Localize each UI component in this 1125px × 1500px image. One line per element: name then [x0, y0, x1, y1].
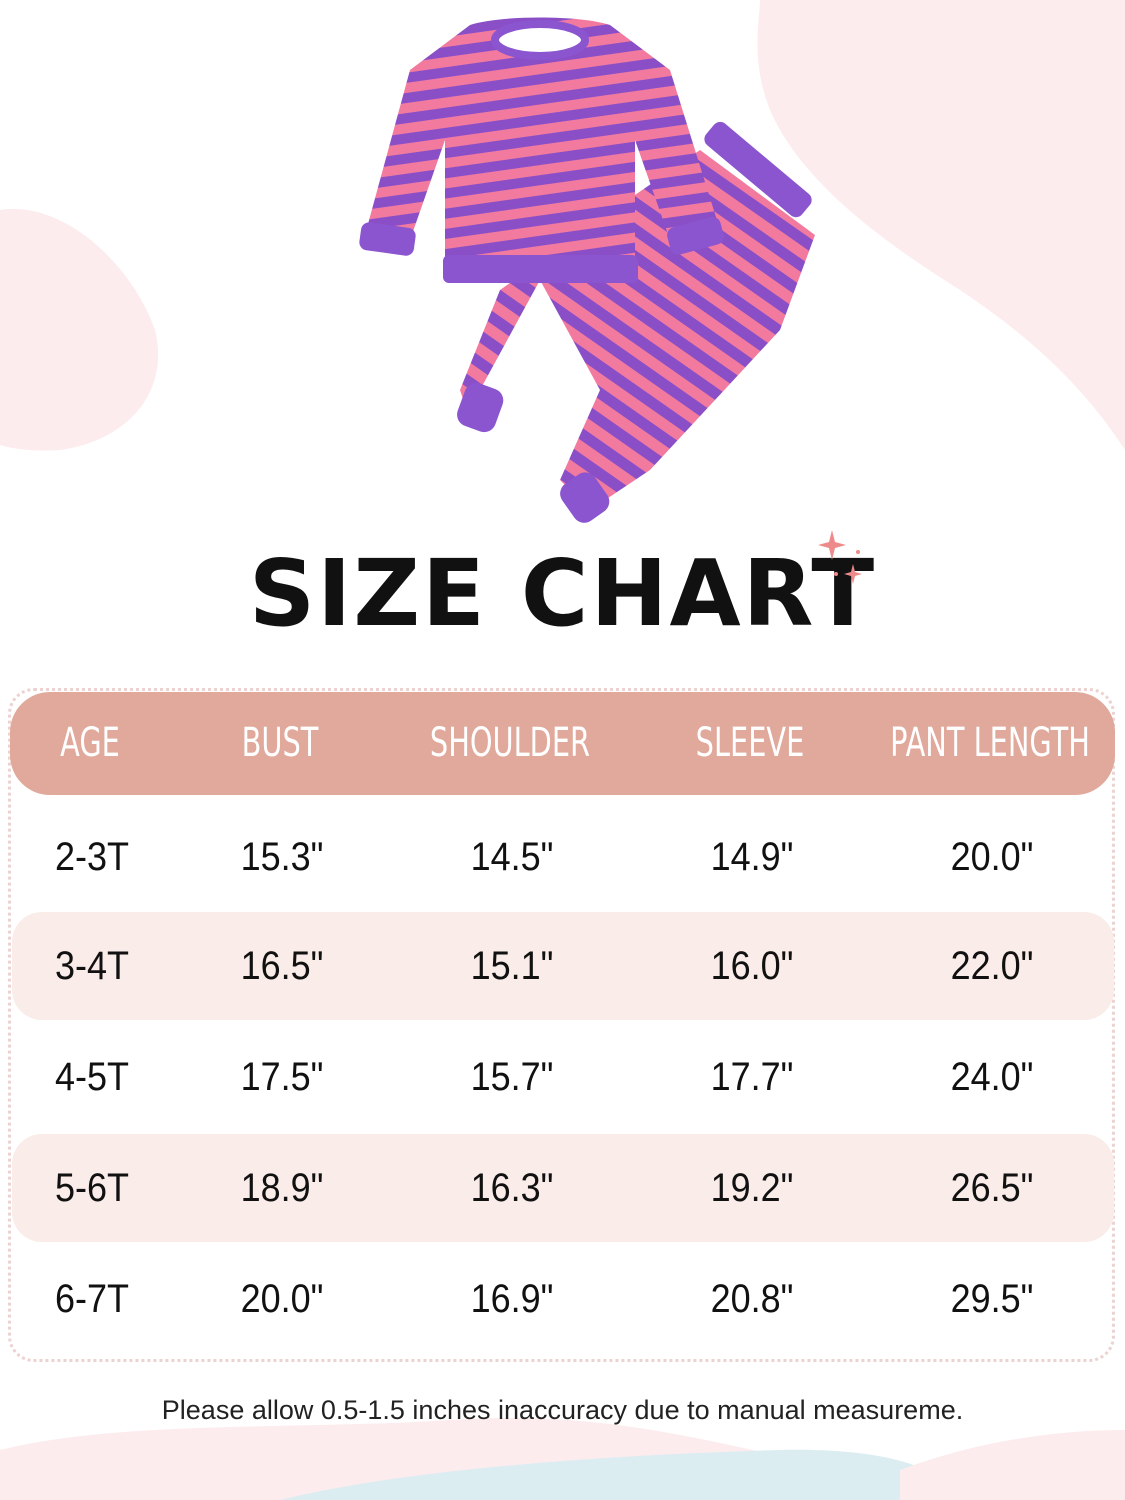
- cell-sleeve: 14.9": [710, 835, 794, 879]
- cell-pant-length: 24.0": [950, 1055, 1034, 1099]
- sweatshirt: [359, 17, 724, 283]
- header-pant-length: PANT LENGTH: [890, 720, 1090, 766]
- cell-pant-length: 20.0": [950, 835, 1034, 879]
- cell-age: 6-7T: [54, 1277, 130, 1321]
- page-title: SIZE CHART: [248, 540, 877, 647]
- table-row: 5-6T 18.9" 16.3" 19.2" 26.5": [12, 1134, 1114, 1242]
- header-shoulder: SHOULDER: [429, 720, 591, 766]
- table-row: 6-7T 20.0" 16.9" 20.8" 29.5": [12, 1245, 1114, 1353]
- cell-age: 2-3T: [54, 835, 130, 879]
- cell-sleeve: 17.7": [710, 1055, 794, 1099]
- cell-shoulder: 15.7": [470, 1055, 554, 1099]
- cell-sleeve: 20.8": [710, 1277, 794, 1321]
- table-header: AGE BUST SHOULDER SLEEVE PANT LENGTH: [10, 692, 1115, 795]
- cell-bust: 17.5": [240, 1055, 324, 1099]
- cell-shoulder: 16.3": [470, 1166, 554, 1210]
- pants: [457, 121, 815, 523]
- sparkle-icon: [818, 530, 862, 584]
- table-row: 2-3T 15.3" 14.5" 14.9" 20.0": [12, 803, 1114, 911]
- cell-age: 5-6T: [54, 1166, 130, 1210]
- header-age: AGE: [60, 720, 120, 766]
- cell-bust: 18.9": [240, 1166, 324, 1210]
- cell-sleeve: 19.2": [710, 1166, 794, 1210]
- cell-shoulder: 15.1": [470, 944, 554, 988]
- table-row: 4-5T 17.5" 15.7" 17.7" 24.0": [12, 1023, 1114, 1131]
- cell-age: 3-4T: [54, 944, 130, 988]
- cell-bust: 16.5": [240, 944, 324, 988]
- product-image-striped-outfit: [359, 17, 815, 523]
- cell-bust: 20.0": [240, 1277, 324, 1321]
- measurement-note: Please allow 0.5-1.5 inches inaccuracy d…: [161, 1395, 964, 1425]
- size-table-frame: [8, 688, 1115, 1362]
- cell-pant-length: 22.0": [950, 944, 1034, 988]
- header-bust: BUST: [241, 720, 319, 766]
- header-sleeve: SLEEVE: [695, 720, 805, 766]
- cell-pant-length: 26.5": [950, 1166, 1034, 1210]
- cell-age: 4-5T: [54, 1055, 130, 1099]
- table-row: 3-4T 16.5" 15.1" 16.0" 22.0": [12, 912, 1114, 1020]
- cell-bust: 15.3": [240, 835, 324, 879]
- cell-shoulder: 16.9": [470, 1277, 554, 1321]
- cell-shoulder: 14.5": [470, 835, 554, 879]
- cell-sleeve: 16.0": [710, 944, 794, 988]
- cell-pant-length: 29.5": [950, 1277, 1034, 1321]
